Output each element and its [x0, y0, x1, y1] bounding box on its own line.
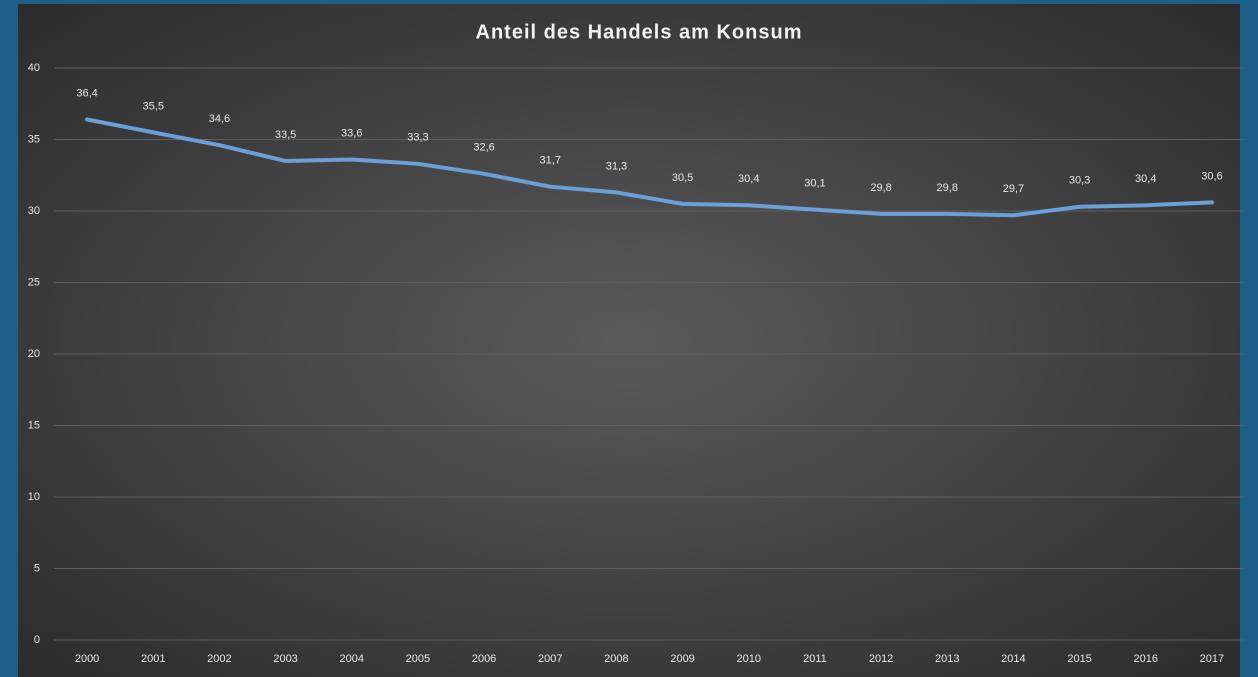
y-tick-label: 20 — [28, 348, 40, 360]
data-label: 35,5 — [143, 100, 164, 112]
data-label: 31,3 — [606, 160, 627, 172]
y-tick-label: 5 — [34, 562, 40, 574]
data-label: 30,4 — [1135, 173, 1156, 185]
y-tick-label: 40 — [28, 62, 40, 74]
chart-title: Anteil des Handels am Konsum — [476, 21, 803, 43]
data-label: 30,3 — [1069, 175, 1090, 187]
x-tick-label: 2015 — [1067, 653, 1091, 665]
data-label: 29,8 — [937, 182, 958, 194]
data-label: 31,7 — [540, 155, 561, 167]
x-tick-label: 2009 — [670, 653, 694, 665]
data-label: 29,7 — [1003, 183, 1024, 195]
data-label: 30,6 — [1201, 170, 1222, 182]
x-tick-label: 2016 — [1134, 653, 1158, 665]
x-tick-label: 2012 — [869, 653, 893, 665]
data-label: 30,5 — [672, 172, 693, 184]
data-label: 33,5 — [275, 129, 296, 141]
x-tick-label: 2003 — [273, 653, 297, 665]
y-tick-label: 0 — [34, 634, 40, 646]
x-tick-label: 2010 — [737, 653, 761, 665]
x-tick-label: 2007 — [538, 653, 562, 665]
y-tick-label: 25 — [28, 276, 40, 288]
data-label: 32,6 — [473, 142, 494, 154]
y-tick-label: 35 — [28, 133, 40, 145]
data-label: 33,3 — [407, 132, 428, 144]
data-label: 34,6 — [209, 113, 230, 125]
data-label: 33,6 — [341, 127, 362, 139]
x-tick-label: 2013 — [935, 653, 959, 665]
data-label: 36,4 — [76, 87, 97, 99]
y-tick-label: 15 — [28, 419, 40, 431]
line — [85, 117, 1214, 218]
x-tick-label: 2006 — [472, 653, 496, 665]
y-tick-label: 10 — [28, 491, 40, 503]
y-tick-label: 30 — [28, 205, 40, 217]
x-tick-label: 2005 — [406, 653, 430, 665]
x-tick-label: 2004 — [340, 653, 364, 665]
data-label: 30,1 — [804, 177, 825, 189]
x-tick-label: 2002 — [207, 653, 231, 665]
x-tick-label: 2001 — [141, 653, 165, 665]
data-label: 29,8 — [870, 182, 891, 194]
x-tick-label: 2000 — [75, 653, 99, 665]
x-tick-label: 2017 — [1200, 653, 1224, 665]
x-tick-label: 2011 — [803, 653, 827, 665]
chart-area — [18, 4, 1240, 677]
data-label: 30,4 — [738, 173, 759, 185]
x-tick-label: 2014 — [1001, 653, 1025, 665]
x-tick-label: 2008 — [604, 653, 628, 665]
